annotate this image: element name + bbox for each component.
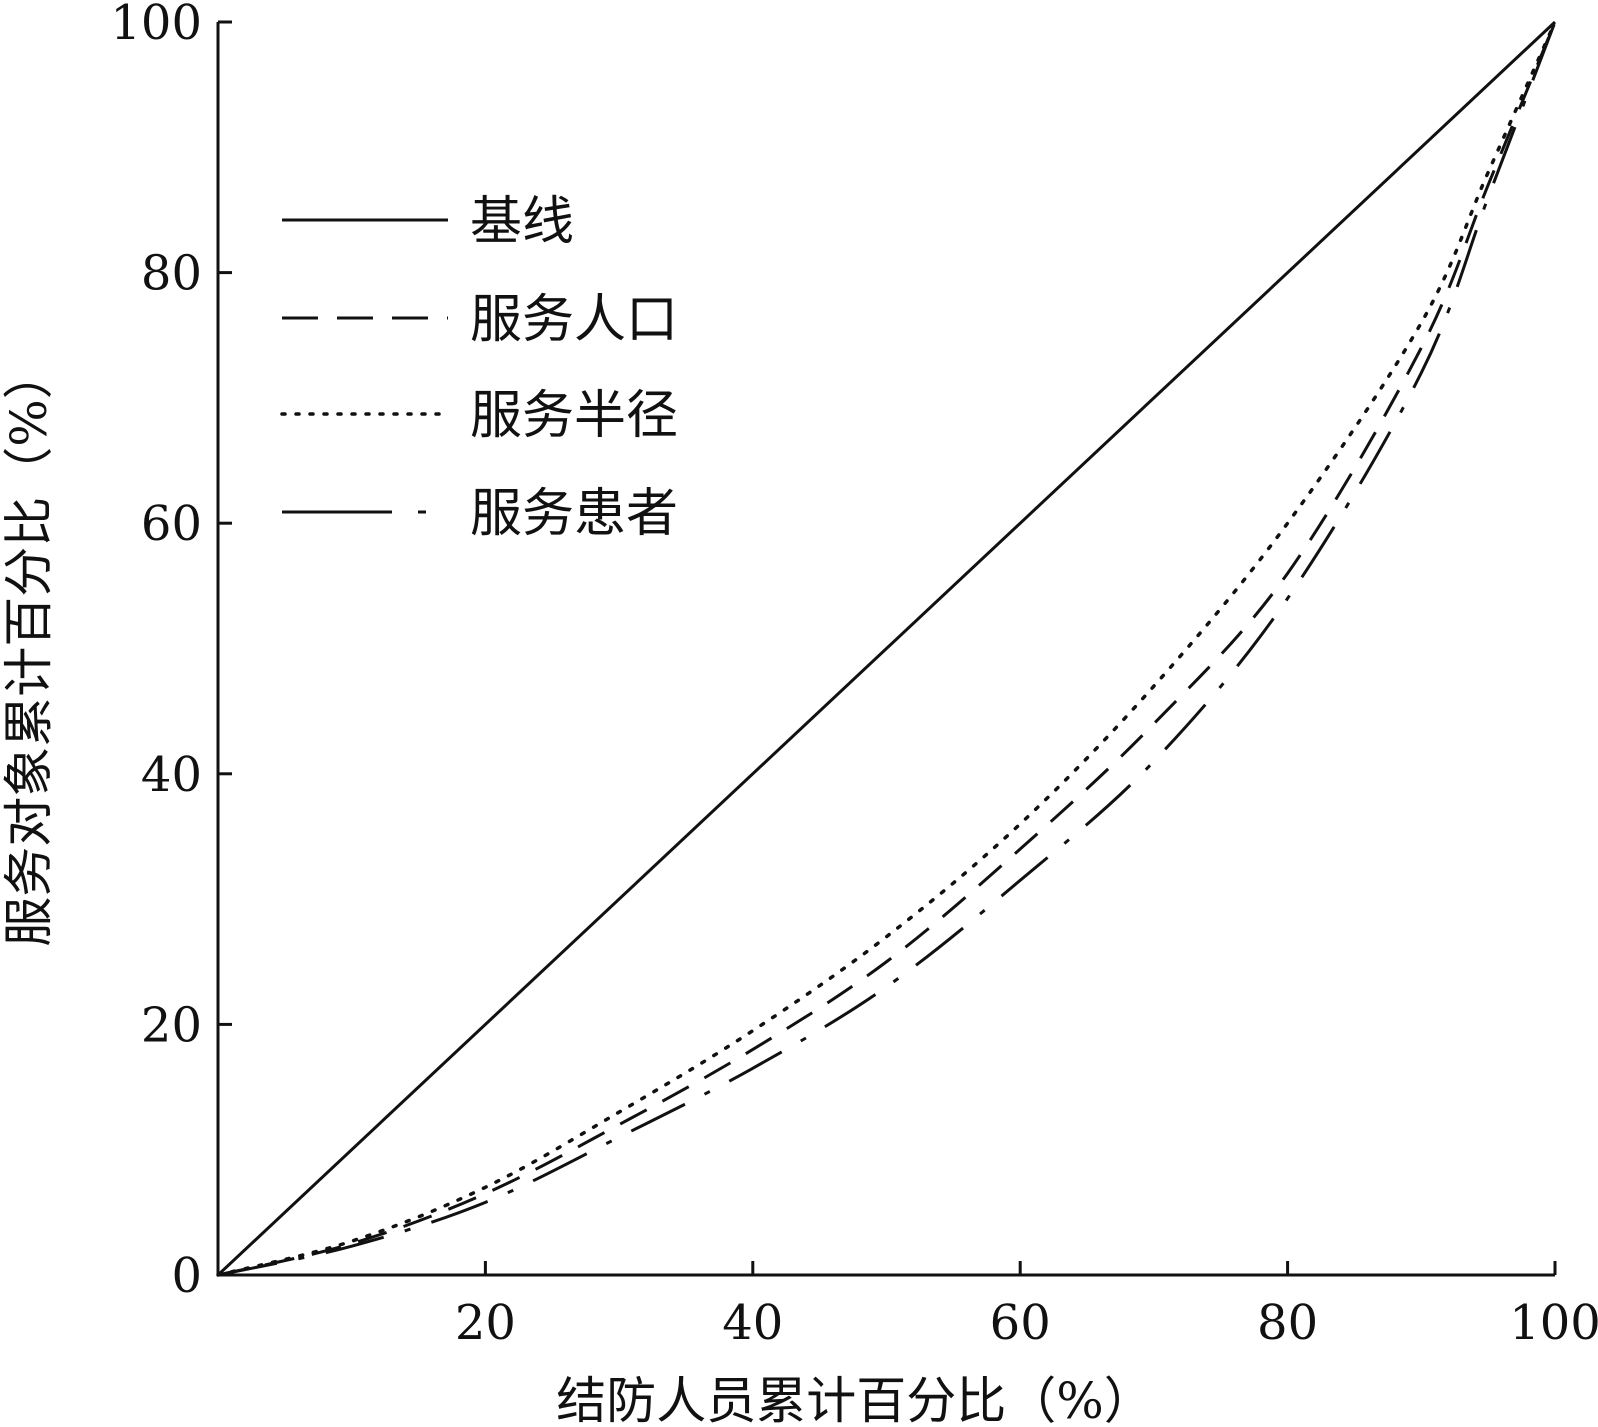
series-line-0 <box>216 20 1557 1277</box>
y-tick-label: 60 <box>141 496 202 552</box>
y-ticks: 0 20 40 60 80 100 <box>110 0 232 1304</box>
series-line-3 <box>217 21 1557 1277</box>
series-line-2 <box>216 20 1557 1277</box>
x-axis-title: 结防人员累计百分比（%） <box>556 1372 1154 1427</box>
series-layer <box>216 20 1557 1277</box>
y-tick-label: 20 <box>141 997 202 1053</box>
legend-label-2: 服务半径 <box>470 386 678 446</box>
x-tick-label: 80 <box>1257 1295 1318 1351</box>
x-tick-label: 40 <box>722 1295 783 1351</box>
legend-label-1: 服务人口 <box>470 290 678 350</box>
y-tick-label: 100 <box>110 0 202 51</box>
legend-label-3: 服务患者 <box>470 484 678 544</box>
y-tick-label: 40 <box>141 747 202 803</box>
legend-label-0: 基线 <box>470 192 574 252</box>
x-tick-label: 60 <box>990 1295 1051 1351</box>
axes <box>216 22 1555 1277</box>
x-ticks: 20 40 60 80 100 <box>455 1261 1598 1351</box>
y-axis-title: 服务对象累计百分比（%） <box>0 349 58 947</box>
y-tick-label: 0 <box>171 1248 202 1304</box>
series-line-1 <box>217 21 1557 1277</box>
x-tick-label: 20 <box>455 1295 516 1351</box>
x-tick-label: 100 <box>1509 1295 1598 1351</box>
y-tick-label: 80 <box>141 246 202 302</box>
